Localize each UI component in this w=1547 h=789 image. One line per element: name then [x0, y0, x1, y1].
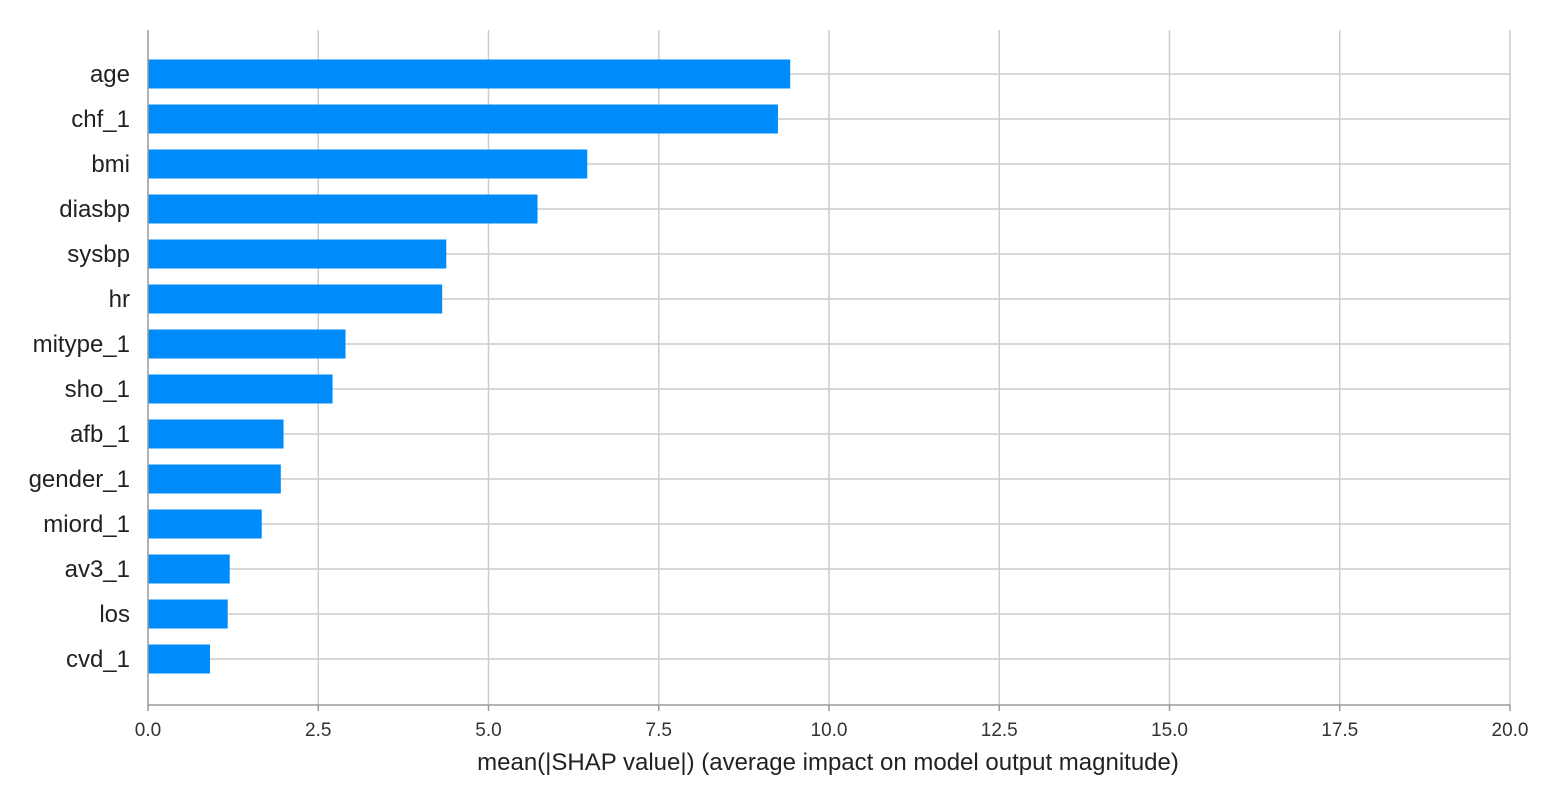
bar-miord_1	[148, 509, 262, 539]
y-tick-label: gender_1	[29, 466, 130, 493]
y-tick-label: bmi	[91, 151, 130, 178]
y-tick-label: sysbp	[67, 241, 130, 268]
y-tick-label: diasbp	[59, 196, 130, 223]
bar-gender_1	[148, 464, 281, 494]
vertical-gridlines	[317, 30, 1511, 705]
y-tick-label: afb_1	[70, 421, 130, 448]
x-tick-label: 5.0	[475, 720, 501, 741]
y-tick-label: hr	[109, 286, 130, 313]
bar-sho_1	[148, 374, 333, 404]
y-tick-label: age	[90, 61, 130, 88]
bar-sysbp	[148, 239, 447, 269]
x-axis: 0.0 2.5 5.0 7.5 10.0 12.5 15.0 17.5 20.0	[135, 30, 1529, 741]
y-tick-label: chf_1	[71, 106, 130, 133]
bar-afb_1	[148, 419, 284, 449]
y-tick-label: sho_1	[65, 376, 130, 403]
y-tick-label: mitype_1	[33, 331, 130, 358]
bar-bmi	[148, 149, 588, 179]
x-tick-label: 20.0	[1492, 720, 1529, 741]
x-tick-label: 2.5	[305, 720, 331, 741]
y-tick-label: los	[99, 601, 130, 628]
bar-los	[148, 599, 228, 629]
bars-group	[148, 59, 791, 674]
bar-age	[148, 59, 791, 89]
y-tick-label: av3_1	[65, 556, 130, 583]
bar-hr	[148, 284, 443, 314]
bar-cvd_1	[148, 644, 210, 674]
x-tick-label: 17.5	[1321, 720, 1358, 741]
bar-av3_1	[148, 554, 230, 584]
x-tick-label: 0.0	[135, 720, 161, 741]
x-tick-label: 7.5	[646, 720, 672, 741]
bar-diasbp	[148, 194, 538, 224]
y-tick-label: miord_1	[43, 511, 130, 538]
x-axis-label: mean(|SHAP value|) (average impact on mo…	[477, 749, 1179, 776]
y-tick-label: cvd_1	[66, 646, 130, 673]
x-tick-label: 10.0	[811, 720, 848, 741]
bar-mitype_1	[148, 329, 346, 359]
bar-chf_1	[148, 104, 778, 134]
x-tick-label: 12.5	[981, 720, 1018, 741]
x-tick-label: 15.0	[1151, 720, 1188, 741]
